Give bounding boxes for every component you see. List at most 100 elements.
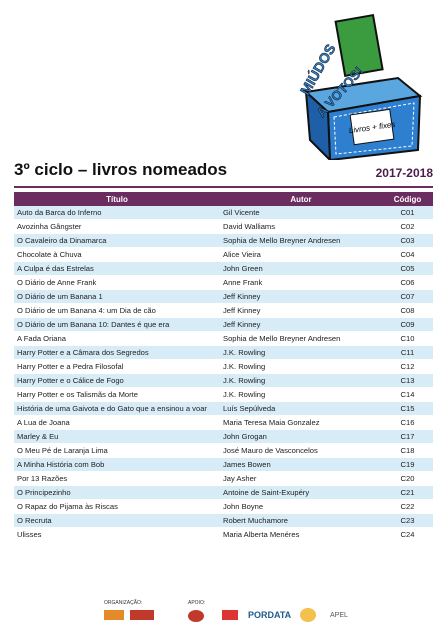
table-cell: C04 — [382, 247, 433, 262]
table-cell: Harry Potter e a Câmara dos Segredos — [14, 345, 220, 360]
table-cell: Anne Frank — [220, 275, 382, 290]
table-cell: O Meu Pé de Laranja Lima — [14, 443, 220, 458]
book-icon — [334, 13, 384, 78]
table-row: Harry Potter e a Câmara dos Segredos J.K.… — [14, 345, 433, 360]
table-cell: C24 — [382, 527, 433, 542]
footer: ORGANIZAÇÃO: APOIO: PORDATA APEL — [0, 598, 447, 634]
table-cell: José Mauro de Vasconcelos — [220, 443, 382, 458]
table-row: O Diário de um Banana 1 Jeff Kinney C07 — [14, 289, 433, 304]
table-cell: O Diário de um Banana 4: um Dia de cão — [14, 303, 220, 318]
table-cell: Antoine de Saint-Exupéry — [220, 485, 382, 500]
table-row: O Diário de Anne Frank Anne Frank C06 — [14, 275, 433, 290]
table-cell: Maria Teresa Maia Gonzalez — [220, 415, 382, 430]
table-cell: Avozinha Gângster — [14, 219, 220, 234]
support-label: APOIO: — [188, 600, 206, 606]
title-rule — [14, 186, 433, 188]
school-year: 2017-2018 — [375, 166, 433, 180]
table-cell: O Rapaz do Pijama às Riscas — [14, 499, 220, 514]
table-row: A Minha História com Bob James Bowen C19 — [14, 457, 433, 472]
table-cell: C05 — [382, 261, 433, 276]
table-cell: C07 — [382, 289, 433, 304]
table-cell: C23 — [382, 513, 433, 528]
table-row: O Rapaz do Pijama às Riscas John Boyne C22 — [14, 499, 433, 514]
table-cell: Sophia de Mello Breyner Andresen — [220, 331, 382, 346]
table-cell: Sophia de Mello Breyner Andresen — [220, 233, 382, 248]
table-cell: C13 — [382, 373, 433, 388]
table-cell: Alice Vieira — [220, 247, 382, 262]
support-logo — [188, 610, 204, 622]
table-row: Harry Potter e o Cálice de Fogo J.K. Rowl… — [14, 373, 433, 388]
table-cell: C16 — [382, 415, 433, 430]
table-cell: J.K. Rowling — [220, 387, 382, 402]
org-logo — [130, 610, 154, 620]
table-cell: C02 — [382, 219, 433, 234]
table-cell: C20 — [382, 471, 433, 486]
table-cell: Jeff Kinney — [220, 289, 382, 304]
table-header: Título Autor Código — [14, 192, 433, 206]
label-card — [349, 108, 395, 146]
table-cell: Chocolate à Chuva — [14, 247, 220, 262]
table-cell: John Grogan — [220, 429, 382, 444]
table-cell: A Lua de Joana — [14, 415, 220, 430]
table-cell: C21 — [382, 485, 433, 500]
table-cell: Harry Potter e os Talismãs da Morte — [14, 387, 220, 402]
table-cell: O Diário de Anne Frank — [14, 275, 220, 290]
table-cell: C06 — [382, 275, 433, 290]
table-cell: Gil Vicente — [220, 206, 382, 220]
table-row: Harry Potter e a Pedra Filosofal J.K. Row… — [14, 359, 433, 374]
table-cell: Jeff Kinney — [220, 317, 382, 332]
table-cell: J.K. Rowling — [220, 359, 382, 374]
table-row: A Lua de Joana Maria Teresa Maia Gonzalez… — [14, 415, 433, 430]
table-cell: Jeff Kinney — [220, 303, 382, 318]
table-cell: John Green — [220, 261, 382, 276]
table-row: O Meu Pé de Laranja Lima José Mauro de Va… — [14, 443, 433, 458]
table-cell: C08 — [382, 303, 433, 318]
table-cell: Jay Asher — [220, 471, 382, 486]
table-cell: C22 — [382, 499, 433, 514]
table-cell: C11 — [382, 345, 433, 360]
table-cell: C18 — [382, 443, 433, 458]
table-cell: C01 — [382, 206, 433, 220]
support-logo — [300, 608, 316, 622]
table-cell: Harry Potter e o Cálice de Fogo — [14, 373, 220, 388]
logo: Livros + fixes MIÚDOS A VOTOS! — [296, 13, 423, 160]
table-cell: James Bowen — [220, 457, 382, 472]
page-title: 3º ciclo – livros nomeados — [14, 160, 228, 179]
table-cell: A Fada Oriana — [14, 331, 220, 346]
table-cell: C12 — [382, 359, 433, 374]
table-cell: Auto da Barca do Inferno — [14, 206, 220, 220]
table-cell: O Recruta — [14, 513, 220, 528]
table-row: O Cavaleiro da Dinamarca Sophia de Mello … — [14, 233, 433, 248]
sponsor: PORDATA — [248, 610, 292, 620]
table-cell: C15 — [382, 401, 433, 416]
table-row: Marley & Eu John Grogan C17 — [14, 429, 433, 444]
sponsor: APEL — [330, 612, 348, 619]
table-cell: C19 — [382, 457, 433, 472]
table-row: O Diário de um Banana 4: um Dia de cão Je… — [14, 303, 433, 318]
column-header: Código — [382, 192, 433, 206]
table-cell: História de uma Gaivota e do Gato que a … — [14, 401, 220, 416]
table-cell: C17 — [382, 429, 433, 444]
table-row: O Principezinho Antoine de Saint-Exupéry C… — [14, 485, 433, 500]
table-row: A Culpa é das Estrelas John Green C05 — [14, 261, 433, 276]
table-row: História de uma Gaivota e do Gato que a … — [14, 401, 433, 416]
table-cell: Luís Sepúlveda — [220, 401, 382, 416]
table-cell: C14 — [382, 387, 433, 402]
column-header: Autor — [220, 192, 382, 206]
table-row: Ulisses Maria Alberta Menéres C24 — [14, 527, 433, 542]
table-cell: A Minha História com Bob — [14, 457, 220, 472]
support-logo — [222, 610, 238, 620]
table-cell: A Culpa é das Estrelas — [14, 261, 220, 276]
table-cell: Harry Potter e a Pedra Filosofal — [14, 359, 220, 374]
table-row: A Fada Oriana Sophia de Mello Breyner And… — [14, 331, 433, 346]
box-side — [304, 89, 332, 160]
table-row: O Recruta Robert Muchamore C23 — [14, 513, 433, 528]
table-row: Chocolate à Chuva Alice Vieira C04 — [14, 247, 433, 262]
table-cell: Ulisses — [14, 527, 220, 542]
table-cell: C09 — [382, 317, 433, 332]
table-row: Auto da Barca do Inferno Gil Vicente C01 — [14, 206, 433, 220]
table-row: Avozinha Gângster David Walliams C02 — [14, 219, 433, 234]
table-cell: J.K. Rowling — [220, 373, 382, 388]
table-cell: Robert Muchamore — [220, 513, 382, 528]
